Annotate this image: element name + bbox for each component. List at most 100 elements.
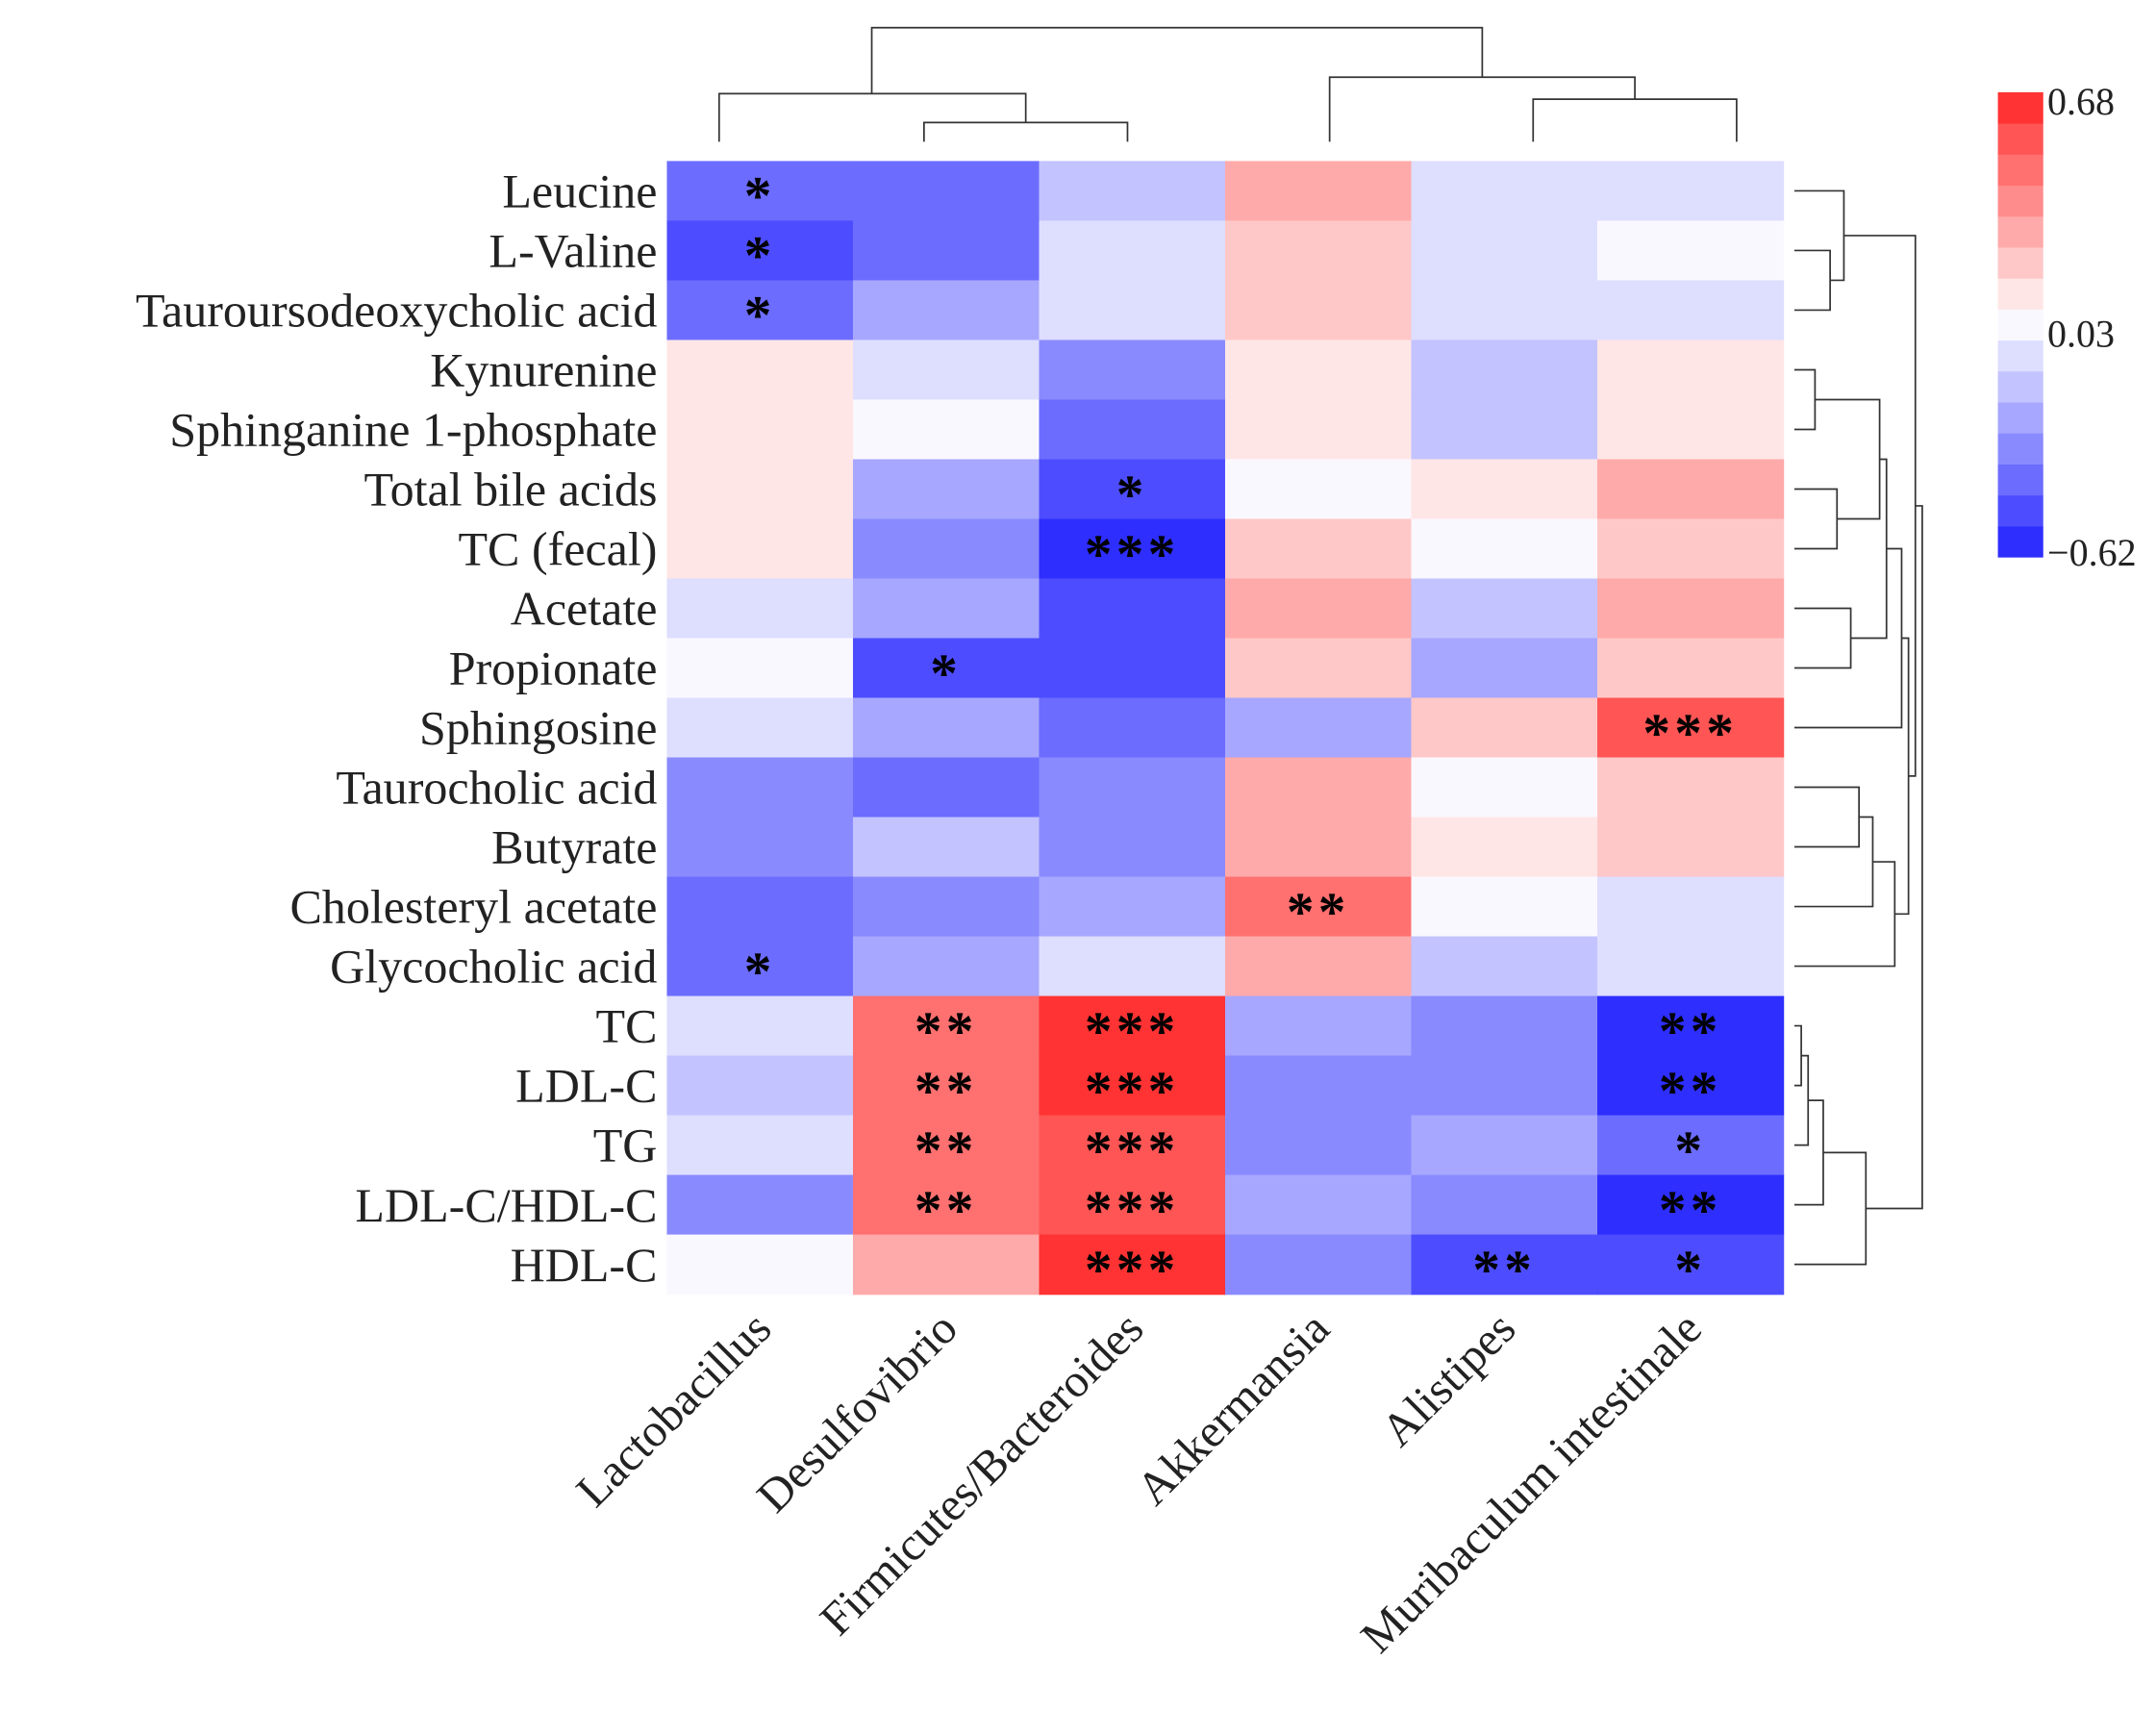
significance-mark: * <box>744 226 776 287</box>
colorbar-bin <box>1997 370 2043 403</box>
heatmap-cell <box>666 399 854 461</box>
heatmap-cell <box>1224 340 1413 401</box>
heatmap-cell <box>852 638 1040 699</box>
heatmap-cell <box>1039 757 1226 818</box>
heatmap-cell <box>1224 459 1413 520</box>
dendrogram-branch <box>1815 398 1881 520</box>
heatmap-cell <box>1224 161 1413 222</box>
heatmap-cell <box>1411 995 1598 1057</box>
heatmap-cell <box>1224 697 1413 759</box>
row-label: TC <box>596 999 658 1053</box>
heatmap-cell <box>1039 1234 1226 1296</box>
colorbar-bin <box>1997 340 2043 372</box>
column-labels: LactobacillusDesulfovibrioFirmicutes/Bac… <box>566 1302 1712 1663</box>
heatmap-cell <box>1411 757 1598 818</box>
heatmap-cell <box>1039 1174 1226 1236</box>
row-label: Sphingosine <box>419 701 657 755</box>
heatmap-cell <box>666 459 854 520</box>
heatmap-cell <box>852 399 1040 461</box>
heatmap-cell <box>1039 1115 1226 1176</box>
heatmap-cell <box>852 280 1040 341</box>
heatmap-cell <box>1597 995 1785 1057</box>
dendrogram-branch <box>1793 189 1845 282</box>
row-label: Tauroursodeoxycholic acid <box>136 284 657 338</box>
heatmap-cell <box>852 1055 1040 1117</box>
heatmap-cell <box>1039 876 1226 938</box>
heatmap-cell <box>1411 638 1598 699</box>
heatmap-cell <box>1224 220 1413 282</box>
row-dendrogram <box>1793 189 1923 1266</box>
heatmap-cell <box>666 1234 854 1296</box>
heatmap-cell <box>1597 757 1785 818</box>
colorbar-bin <box>1997 494 2043 527</box>
row-label: TC (fecal) <box>459 522 658 576</box>
heatmap-cell <box>666 697 854 759</box>
heatmap-cell <box>1039 340 1226 401</box>
significance-mark: ** <box>1659 1061 1722 1121</box>
dendrogram-branch <box>1793 488 1839 550</box>
significance-mark: ** <box>915 1120 978 1181</box>
dendrogram-branch <box>922 121 1129 142</box>
significance-mark: * <box>1116 465 1148 525</box>
heatmap-cell <box>1411 459 1598 520</box>
heatmap-cell <box>666 161 854 222</box>
colorbar-bin <box>1997 402 2043 434</box>
heatmap-cell <box>1597 1055 1785 1117</box>
heatmap-cell <box>1411 578 1598 640</box>
row-label: LDL-C <box>515 1059 657 1113</box>
colorbar-bin <box>1997 309 2043 341</box>
colorbar-bin <box>1997 464 2043 496</box>
heatmap-cell <box>1411 161 1598 222</box>
significance-mark: * <box>1674 1120 1706 1181</box>
heatmap-cell <box>1224 638 1413 699</box>
heatmap-cells <box>666 161 1785 1296</box>
heatmap-cell <box>1597 817 1785 878</box>
dendrogram-branch <box>1866 505 1923 1210</box>
heatmap-cell <box>1597 638 1785 699</box>
heatmap-cell <box>852 936 1040 997</box>
row-label: Leucine <box>502 164 657 218</box>
dendrogram-branch <box>717 92 1027 142</box>
dendrogram-branch <box>1793 786 1861 848</box>
heatmap-cell <box>1039 161 1226 222</box>
heatmap-cell <box>1597 220 1785 282</box>
colorbar-bin <box>1997 247 2043 279</box>
heatmap-cell <box>852 161 1040 222</box>
heatmap-cell <box>666 220 854 282</box>
heatmap-cell <box>1597 161 1785 222</box>
heatmap-cell <box>1039 638 1226 699</box>
heatmap-cell <box>666 1055 854 1117</box>
heatmap-cell <box>1411 1055 1598 1117</box>
row-label: Propionate <box>449 642 658 695</box>
significance-mark: ** <box>1659 1180 1722 1241</box>
heatmap-cell <box>1597 399 1785 461</box>
column-dendrogram <box>717 26 1738 142</box>
row-label: L-Valine <box>489 224 657 278</box>
heatmap-cell <box>1224 1055 1413 1117</box>
heatmap-cell <box>1411 817 1598 878</box>
significance-mark: * <box>744 286 776 346</box>
heatmap-cell <box>1411 340 1598 401</box>
colorbar-bin <box>1997 215 2043 248</box>
row-label: Cholesteryl acetate <box>289 880 657 934</box>
heatmap-cell <box>852 995 1040 1057</box>
row-label: Butyrate <box>491 820 657 874</box>
heatmap-cell <box>666 757 854 818</box>
heatmap-cell <box>1224 995 1413 1057</box>
colorbar-tick-label: −0.62 <box>2047 531 2137 574</box>
column-label: Alistipes <box>1371 1302 1525 1456</box>
dendrogram-branch <box>1793 249 1831 312</box>
heatmap-cell <box>1411 1234 1598 1296</box>
heatmap-cell <box>666 340 854 401</box>
heatmap-cell <box>852 1234 1040 1296</box>
significance-mark: *** <box>1085 1240 1180 1300</box>
heatmap-cell <box>852 1174 1040 1236</box>
dendrogram-branch <box>1328 76 1636 142</box>
heatmap-cell <box>1597 1174 1785 1236</box>
significance-mark: *** <box>1085 1120 1180 1181</box>
heatmap-cell <box>1411 220 1598 282</box>
heatmap-cell <box>1411 936 1598 997</box>
heatmap-cell <box>852 757 1040 818</box>
heatmap-cell <box>1411 1115 1598 1176</box>
dendrogram-branch <box>1850 458 1888 640</box>
